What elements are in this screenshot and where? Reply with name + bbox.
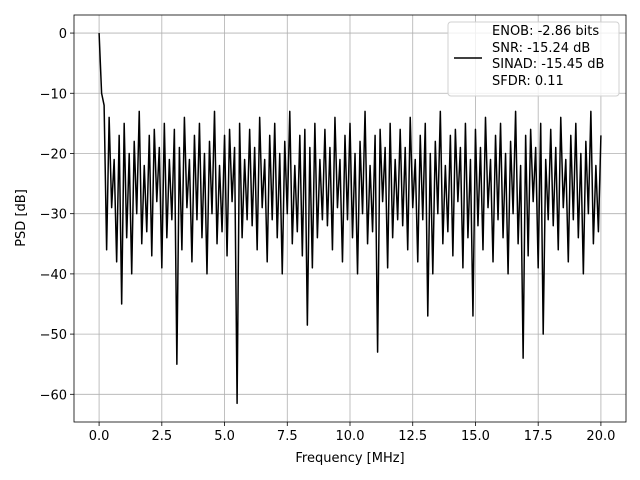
- y-tick-label: −40: [40, 268, 67, 283]
- x-tick-label: 5.0: [214, 429, 235, 444]
- x-tick-label: 7.5: [277, 429, 298, 444]
- axes-frame: [73, 14, 627, 423]
- legend-box: [447, 21, 620, 97]
- legend-label: ENOB: -2.86 bits SNR: -15.24 dB SINAD: -…: [492, 24, 605, 89]
- y-tick-label: −30: [40, 208, 67, 223]
- x-tick-label: 20.0: [586, 429, 615, 444]
- x-tick-label: 10.0: [336, 429, 365, 444]
- y-tick-label: −50: [40, 328, 67, 343]
- x-tick-label: 15.0: [461, 429, 490, 444]
- x-tick-label: 0.0: [89, 429, 110, 444]
- x-tick-label: 17.5: [524, 429, 553, 444]
- y-tick-label: −60: [40, 388, 67, 403]
- y-tick-label: 0: [59, 27, 67, 42]
- y-tick-label: −10: [40, 87, 67, 102]
- psd-line: [98, 33, 602, 405]
- x-axis-label: Frequency [MHz]: [295, 451, 404, 466]
- x-tick-label: 12.5: [398, 429, 427, 444]
- y-tick-label: −20: [40, 147, 67, 162]
- y-axis-label: PSD [dB]: [14, 189, 29, 247]
- x-tick-label: 2.5: [151, 429, 172, 444]
